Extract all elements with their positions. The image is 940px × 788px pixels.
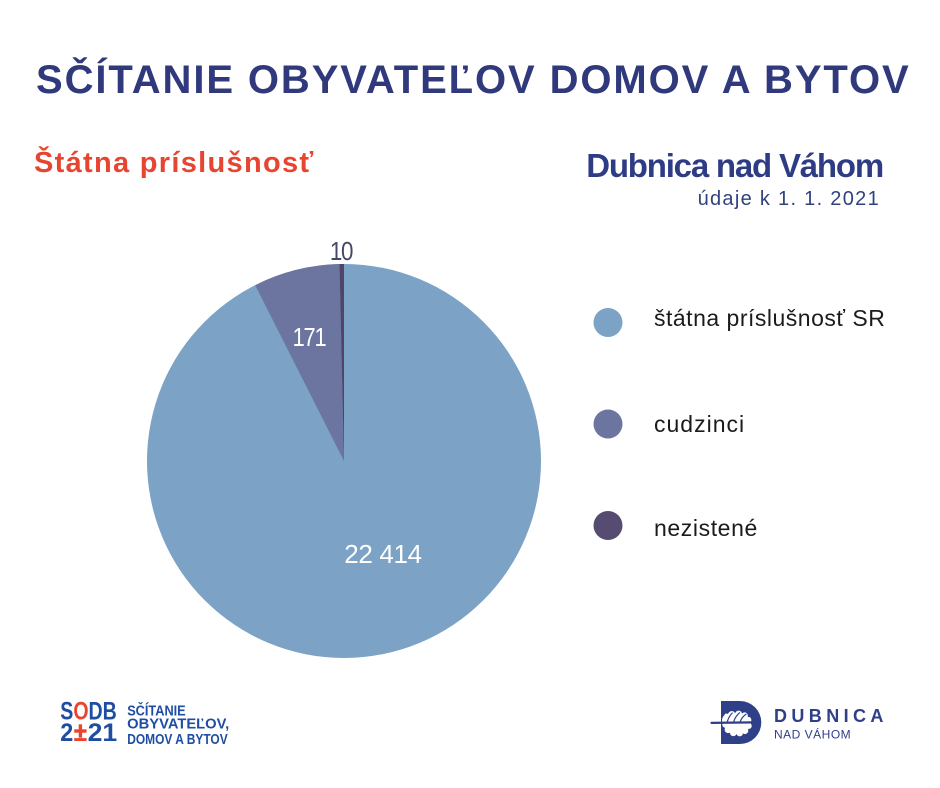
svg-text:DOMOV A BYTOV: DOMOV A BYTOV bbox=[127, 732, 228, 748]
svg-text:SČÍTANIE: SČÍTANIE bbox=[127, 701, 186, 719]
svg-text:DUBNICA: DUBNICA bbox=[774, 706, 888, 726]
svg-text:NAD VÁHOM: NAD VÁHOM bbox=[774, 727, 851, 742]
svg-text:OBYVATEĽOV,: OBYVATEĽOV, bbox=[127, 717, 229, 733]
svg-text:21: 21 bbox=[88, 719, 118, 747]
svg-text:2: 2 bbox=[60, 719, 73, 747]
svg-text:SODB: SODB bbox=[60, 698, 117, 726]
